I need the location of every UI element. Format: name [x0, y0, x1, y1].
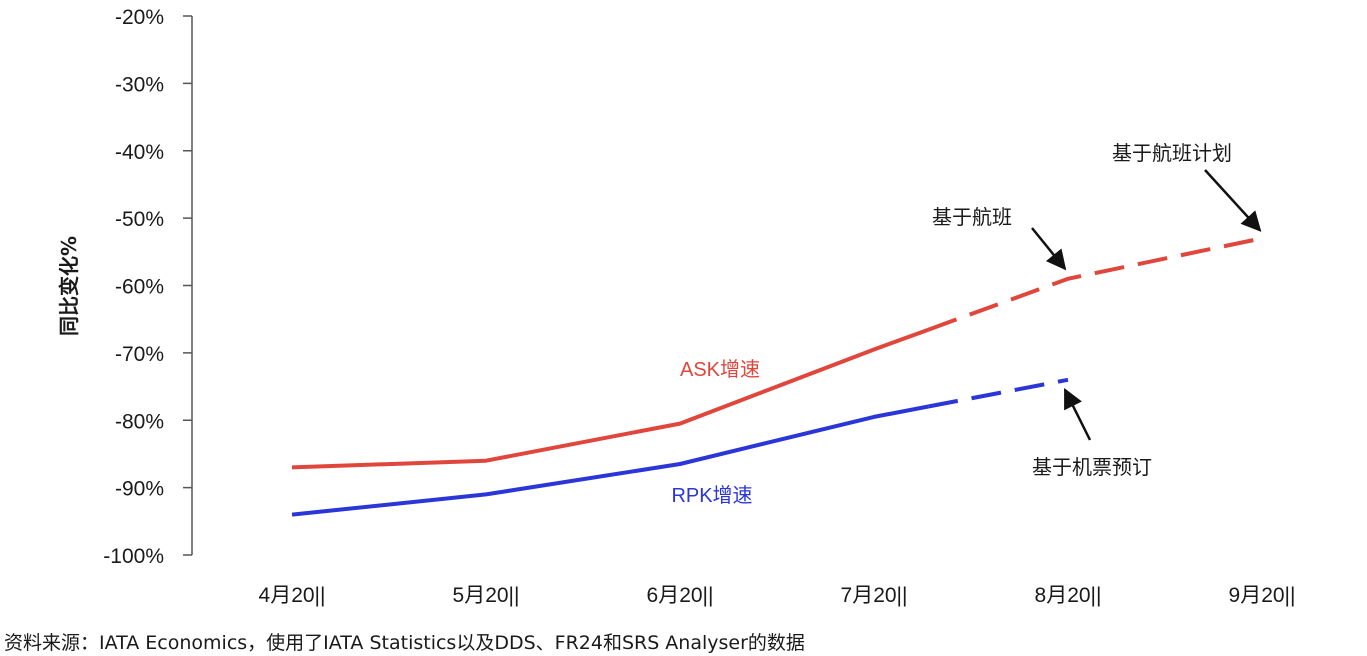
y-tick-label: -90%: [115, 478, 164, 501]
y-tick-label: -20%: [115, 6, 164, 29]
source-note: 资料来源：IATA Economics，使用了IATA Statistics以及…: [4, 632, 805, 654]
y-tick-label: -40%: [115, 141, 164, 164]
x-tick-label: 9月20||: [1229, 584, 1296, 607]
annotation-label: 基于航班计划: [1112, 141, 1232, 165]
annotation-label: 基于机票预订: [1032, 455, 1152, 479]
series-line-dashed-1: [927, 377, 1069, 409]
y-tick-label: -70%: [115, 343, 164, 366]
y-tick-label: -60%: [115, 276, 164, 299]
series-label-1: RPK增速: [671, 484, 752, 507]
series-line-dashed-0: [927, 236, 1263, 332]
y-tick-label: -80%: [115, 410, 164, 433]
y-tick-label: -30%: [115, 73, 164, 96]
x-tick-label: 8月20||: [1035, 584, 1102, 607]
x-tick-label: 4月20||: [259, 584, 326, 607]
x-tick-label: 7月20||: [841, 584, 908, 607]
series-line-solid-0: [291, 327, 929, 470]
x-tick-label: 5月20||: [453, 584, 520, 607]
annotation-arrow: [1031, 227, 1067, 271]
series-label-0: ASK增速: [680, 358, 760, 381]
x-tick-label: 6月20||: [647, 584, 714, 607]
y-tick-label: -100%: [103, 545, 164, 568]
y-axis-title: 同比变化%: [57, 236, 81, 336]
annotation-arrow: [1204, 169, 1262, 232]
annotation-label: 基于航班: [932, 205, 1012, 229]
annotation-arrow: [1063, 388, 1092, 441]
series-line-solid-1: [291, 404, 929, 517]
y-tick-label: -50%: [115, 208, 164, 231]
